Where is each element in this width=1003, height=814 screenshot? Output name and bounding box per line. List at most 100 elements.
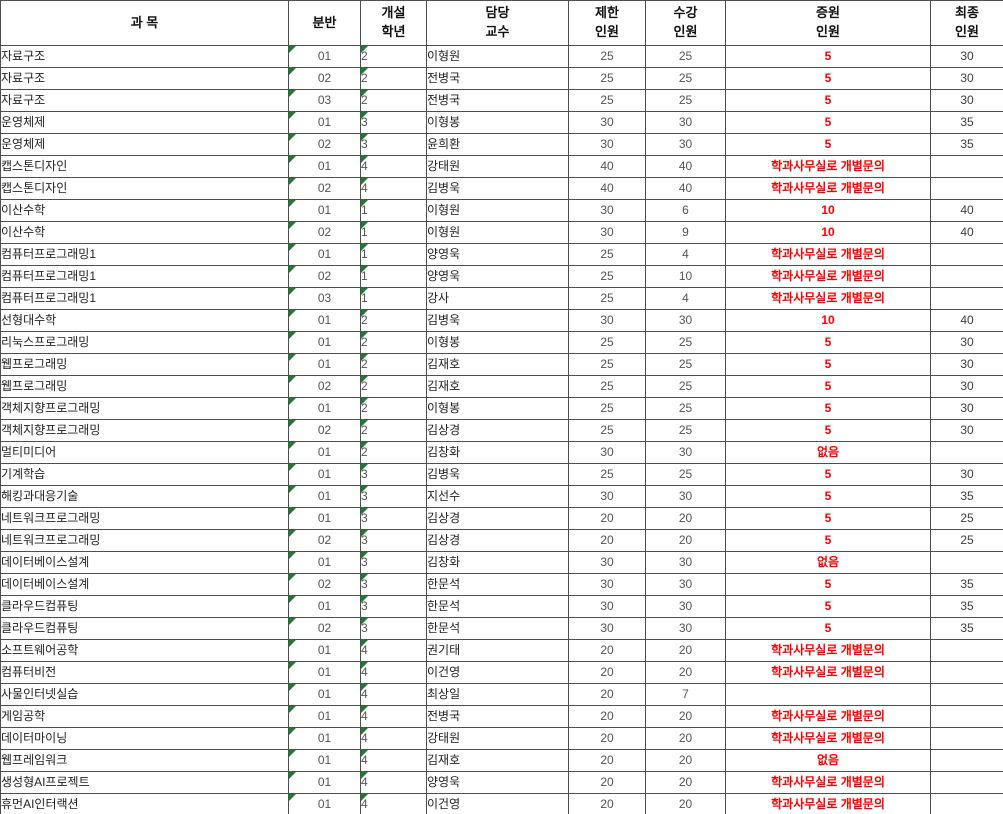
cell-professor[interactable]: 김상경 <box>426 419 569 442</box>
cell-subject[interactable]: 멀티미디어 <box>0 441 289 464</box>
cell-section[interactable]: 01 <box>288 683 361 706</box>
header-cell-professor[interactable]: 담당 교수 <box>426 0 569 46</box>
cell-section[interactable]: 02 <box>288 221 361 244</box>
cell-subject[interactable]: 생성형AI프로젝트 <box>0 771 289 794</box>
cell-subject[interactable]: 클라우드컴퓨팅 <box>0 617 289 640</box>
cell-final[interactable] <box>930 177 1003 200</box>
cell-increase[interactable]: 학과사무실로 개별문의 <box>725 661 931 684</box>
cell-professor[interactable]: 김재호 <box>426 749 569 772</box>
cell-limit[interactable]: 20 <box>568 639 646 662</box>
cell-increase[interactable]: 학과사무실로 개별문의 <box>725 155 931 178</box>
cell-subject[interactable]: 소프트웨어공학 <box>0 639 289 662</box>
cell-limit[interactable]: 30 <box>568 551 646 574</box>
cell-increase[interactable]: 5 <box>725 529 931 552</box>
cell-enrolled[interactable]: 25 <box>645 331 726 354</box>
cell-final[interactable]: 30 <box>930 463 1003 486</box>
cell-final[interactable] <box>930 771 1003 794</box>
cell-year[interactable]: 2 <box>360 419 427 442</box>
cell-limit[interactable]: 40 <box>568 177 646 200</box>
cell-limit[interactable]: 20 <box>568 683 646 706</box>
cell-final[interactable] <box>930 705 1003 728</box>
cell-section[interactable]: 02 <box>288 67 361 90</box>
cell-professor[interactable]: 양영욱 <box>426 243 569 266</box>
cell-increase[interactable]: 5 <box>725 67 931 90</box>
cell-professor[interactable]: 전병국 <box>426 67 569 90</box>
cell-section[interactable]: 01 <box>288 749 361 772</box>
cell-year[interactable]: 2 <box>360 397 427 420</box>
cell-enrolled[interactable]: 30 <box>645 133 726 156</box>
cell-limit[interactable]: 30 <box>568 485 646 508</box>
cell-increase[interactable]: 학과사무실로 개별문의 <box>725 727 931 750</box>
cell-enrolled[interactable]: 4 <box>645 243 726 266</box>
cell-final[interactable]: 25 <box>930 529 1003 552</box>
cell-year[interactable]: 4 <box>360 705 427 728</box>
cell-subject[interactable]: 네트워크프로그래밍 <box>0 529 289 552</box>
cell-year[interactable]: 3 <box>360 551 427 574</box>
cell-section[interactable]: 01 <box>288 727 361 750</box>
cell-section[interactable]: 02 <box>288 265 361 288</box>
cell-final[interactable]: 30 <box>930 45 1003 68</box>
cell-professor[interactable]: 한문석 <box>426 617 569 640</box>
cell-limit[interactable]: 30 <box>568 199 646 222</box>
cell-increase[interactable]: 5 <box>725 595 931 618</box>
cell-subject[interactable]: 컴퓨터프로그래밍1 <box>0 265 289 288</box>
cell-final[interactable] <box>930 243 1003 266</box>
cell-final[interactable]: 30 <box>930 67 1003 90</box>
header-cell-limit[interactable]: 제한 인원 <box>568 0 646 46</box>
cell-subject[interactable]: 웹프레임워크 <box>0 749 289 772</box>
cell-year[interactable]: 3 <box>360 133 427 156</box>
cell-subject[interactable]: 객체지향프로그래밍 <box>0 419 289 442</box>
cell-section[interactable]: 01 <box>288 353 361 376</box>
cell-subject[interactable]: 이산수학 <box>0 221 289 244</box>
cell-limit[interactable]: 25 <box>568 375 646 398</box>
cell-enrolled[interactable]: 20 <box>645 793 726 814</box>
cell-professor[interactable]: 한문석 <box>426 573 569 596</box>
cell-subject[interactable]: 웹프로그래밍 <box>0 353 289 376</box>
cell-increase[interactable]: 5 <box>725 89 931 112</box>
cell-limit[interactable]: 20 <box>568 727 646 750</box>
cell-section[interactable]: 02 <box>288 419 361 442</box>
cell-section[interactable]: 02 <box>288 133 361 156</box>
cell-increase[interactable]: 5 <box>725 617 931 640</box>
cell-enrolled[interactable]: 30 <box>645 441 726 464</box>
cell-year[interactable]: 4 <box>360 177 427 200</box>
cell-professor[interactable]: 이건영 <box>426 661 569 684</box>
cell-section[interactable]: 01 <box>288 485 361 508</box>
cell-final[interactable] <box>930 749 1003 772</box>
cell-enrolled[interactable]: 20 <box>645 661 726 684</box>
cell-enrolled[interactable]: 40 <box>645 155 726 178</box>
cell-section[interactable]: 01 <box>288 111 361 134</box>
cell-year[interactable]: 2 <box>360 67 427 90</box>
cell-final[interactable]: 30 <box>930 89 1003 112</box>
cell-subject[interactable]: 자료구조 <box>0 89 289 112</box>
cell-year[interactable]: 3 <box>360 463 427 486</box>
cell-increase[interactable]: 없음 <box>725 551 931 574</box>
cell-enrolled[interactable]: 20 <box>645 507 726 530</box>
cell-increase[interactable]: 5 <box>725 573 931 596</box>
cell-subject[interactable]: 웹프로그래밍 <box>0 375 289 398</box>
cell-section[interactable]: 01 <box>288 397 361 420</box>
cell-final[interactable]: 35 <box>930 485 1003 508</box>
cell-professor[interactable]: 김병욱 <box>426 309 569 332</box>
cell-increase[interactable]: 5 <box>725 463 931 486</box>
cell-limit[interactable]: 30 <box>568 221 646 244</box>
cell-limit[interactable]: 25 <box>568 243 646 266</box>
header-cell-enrolled[interactable]: 수강 인원 <box>645 0 726 46</box>
cell-limit[interactable]: 20 <box>568 529 646 552</box>
cell-year[interactable]: 2 <box>360 353 427 376</box>
cell-professor[interactable]: 이형원 <box>426 45 569 68</box>
cell-subject[interactable]: 컴퓨터비전 <box>0 661 289 684</box>
cell-section[interactable]: 01 <box>288 199 361 222</box>
cell-professor[interactable]: 한문석 <box>426 595 569 618</box>
cell-enrolled[interactable]: 10 <box>645 265 726 288</box>
cell-increase[interactable]: 5 <box>725 375 931 398</box>
cell-professor[interactable]: 이형봉 <box>426 397 569 420</box>
cell-increase[interactable]: 10 <box>725 309 931 332</box>
cell-section[interactable]: 02 <box>288 573 361 596</box>
cell-professor[interactable]: 김창화 <box>426 551 569 574</box>
cell-increase[interactable]: 학과사무실로 개별문의 <box>725 771 931 794</box>
cell-enrolled[interactable]: 20 <box>645 771 726 794</box>
cell-year[interactable]: 1 <box>360 221 427 244</box>
cell-subject[interactable]: 캡스톤디자인 <box>0 155 289 178</box>
cell-enrolled[interactable]: 40 <box>645 177 726 200</box>
